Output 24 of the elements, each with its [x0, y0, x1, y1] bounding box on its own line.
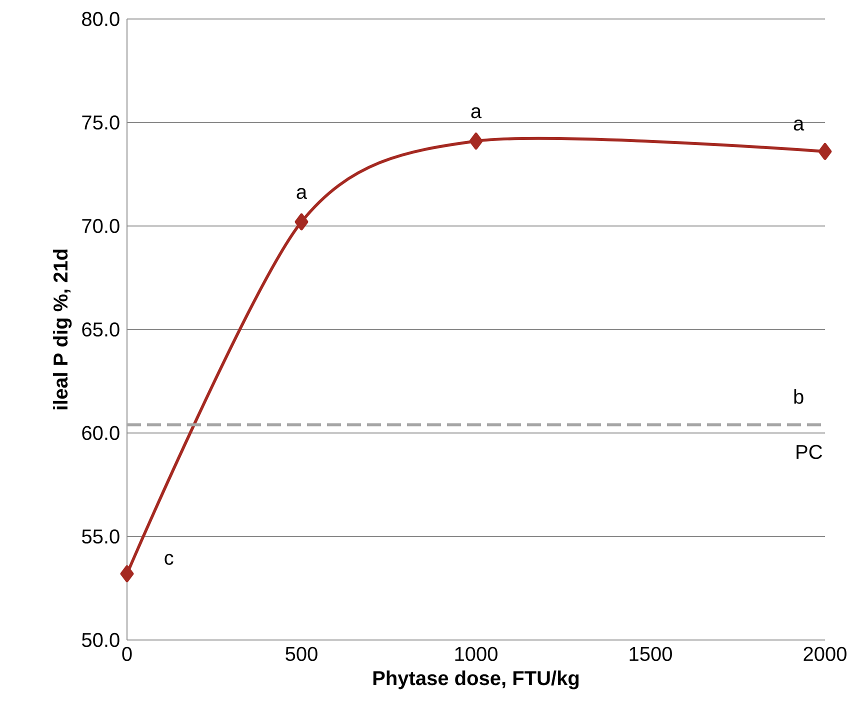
x-tick-label: 500 [286, 646, 318, 662]
point [469, 132, 483, 150]
annotation: a [471, 107, 482, 118]
y-tick-label: 80.0 [82, 12, 120, 26]
annotation: a [794, 120, 804, 131]
y-tick-label: 75.0 [82, 115, 120, 130]
x-axis-title: Phytase dose, FTU/kg [373, 670, 579, 690]
annotation: c [164, 554, 174, 565]
annotation: a [296, 188, 308, 199]
y-tick-label: 50.0 [82, 632, 120, 648]
point [120, 565, 134, 582]
x-tick-label: 1000 [455, 646, 498, 662]
y-tick-label: 55.0 [82, 529, 120, 544]
y-tick-label: 60.0 [82, 426, 120, 440]
point [818, 142, 832, 160]
x-tick-label: 0 [122, 646, 132, 662]
y-tick-label: 65.0 [82, 322, 120, 337]
y-tick-label: 70.0 [82, 218, 120, 234]
ref-line-label: PC [796, 444, 822, 460]
x-tick-label: 1500 [630, 646, 672, 662]
x-tick-label: 2000 [804, 646, 846, 662]
annotation: b [794, 389, 804, 404]
point [294, 213, 308, 230]
y-axis-title: ileal P dig %, 21d [52, 250, 72, 410]
